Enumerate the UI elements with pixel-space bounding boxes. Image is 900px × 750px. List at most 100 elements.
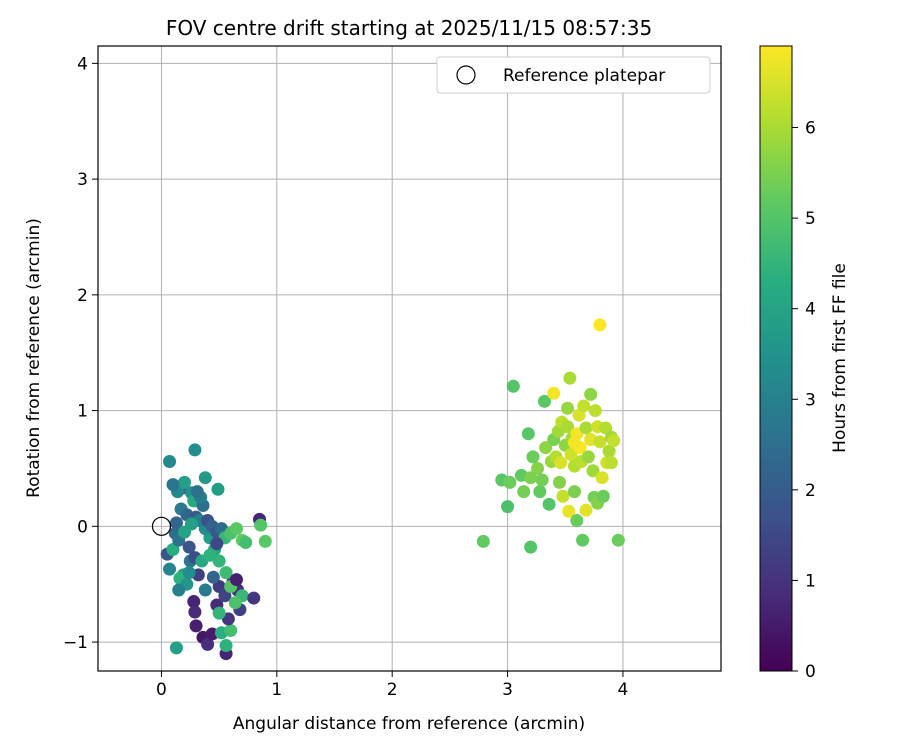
data-point: [188, 605, 202, 619]
data-point: [588, 404, 602, 418]
data-point: [229, 522, 243, 536]
data-point: [531, 461, 545, 475]
data-point: [198, 471, 212, 485]
data-point: [602, 444, 616, 458]
data-point: [561, 401, 575, 415]
y-tick-label: 0: [77, 517, 88, 537]
data-point: [547, 386, 561, 400]
x-tick-label: 2: [387, 680, 398, 700]
data-point: [212, 606, 226, 620]
y-tick-label: 4: [77, 54, 88, 74]
data-point: [562, 504, 576, 518]
data-point: [178, 475, 192, 489]
data-point: [584, 387, 598, 401]
colorbar: 0 1 2 3 4 5 6 Hours from first FF file: [759, 45, 850, 682]
data-point: [596, 489, 610, 503]
data-point: [577, 399, 591, 413]
data-point: [182, 540, 196, 554]
data-point: [188, 443, 202, 457]
x-axis-ticks: 0 1 2 3 4: [156, 671, 628, 700]
data-point: [169, 641, 183, 655]
data-point: [258, 534, 272, 548]
data-point: [501, 500, 515, 514]
data-point: [476, 534, 490, 548]
data-point: [533, 485, 547, 499]
y-tick-label: 1: [77, 402, 88, 422]
colorbar-gradient: [759, 45, 793, 672]
data-point: [537, 394, 551, 408]
data-point: [503, 475, 517, 489]
colorbar-label: Hours from first FF file: [830, 263, 850, 453]
data-point: [506, 379, 520, 393]
data-point: [593, 435, 607, 449]
legend-entry-reference: Reference platepar: [503, 66, 665, 86]
data-point: [206, 570, 220, 584]
data-point: [521, 427, 535, 441]
data-point: [182, 566, 196, 580]
y-tick-label: 3: [77, 170, 88, 190]
data-points: [160, 318, 625, 661]
data-point: [526, 450, 540, 464]
data-point: [561, 420, 575, 434]
data-point: [219, 566, 233, 580]
chart-title: FOV centre drift starting at 2025/11/15 …: [166, 16, 652, 40]
data-point: [535, 473, 549, 487]
colorbar-ticks: 0 1 2 3 4 5 6: [792, 119, 816, 682]
data-point: [187, 595, 201, 609]
data-point: [254, 518, 268, 532]
data-point: [595, 471, 609, 485]
data-point: [163, 455, 177, 469]
legend-box: [436, 56, 711, 94]
data-point: [228, 596, 242, 610]
data-point: [564, 448, 578, 462]
data-point: [567, 436, 581, 450]
data-point: [599, 421, 613, 435]
data-point: [586, 464, 600, 478]
data-point: [604, 456, 618, 470]
legend-reference-marker: [456, 65, 476, 85]
data-point: [212, 580, 226, 594]
data-point: [198, 583, 212, 597]
colorbar-tick-label: 4: [805, 300, 816, 320]
data-point: [218, 589, 232, 603]
data-point: [166, 478, 180, 492]
reference-marker-group: [151, 516, 172, 536]
x-tick-label: 3: [502, 680, 513, 700]
colorbar-tick-label: 3: [805, 390, 816, 410]
colorbar-tick-label: 1: [805, 571, 816, 591]
data-point: [554, 456, 568, 470]
plot-frame: [97, 45, 722, 672]
reference-platepar-marker: [151, 516, 172, 536]
data-point: [184, 517, 198, 531]
data-point: [563, 371, 577, 385]
colorbar-tick-label: 6: [805, 119, 816, 139]
colorbar-tick-label: 0: [805, 662, 816, 682]
y-tick-label: 2: [77, 286, 88, 306]
data-point: [172, 583, 186, 597]
legend: Reference platepar: [436, 56, 711, 94]
y-tick-label: −1: [63, 633, 88, 653]
data-point: [552, 475, 566, 489]
data-point: [539, 441, 553, 455]
data-point: [211, 482, 225, 496]
data-point: [166, 542, 180, 556]
data-point: [556, 489, 570, 503]
data-point: [542, 497, 556, 511]
data-point: [567, 485, 581, 499]
data-point: [607, 434, 621, 448]
x-axis-label: Angular distance from reference (arcmin): [233, 714, 585, 734]
data-point: [581, 450, 595, 464]
data-point: [611, 533, 625, 547]
data-point: [247, 591, 261, 605]
y-axis-label: Rotation from reference (arcmin): [24, 218, 44, 498]
data-point: [229, 573, 243, 587]
x-tick-label: 1: [271, 680, 282, 700]
data-point: [593, 318, 607, 332]
data-point: [219, 639, 233, 653]
data-point: [203, 548, 217, 562]
data-point: [570, 514, 584, 528]
data-point: [201, 637, 215, 651]
x-tick-label: 4: [618, 680, 629, 700]
data-point: [190, 485, 204, 499]
